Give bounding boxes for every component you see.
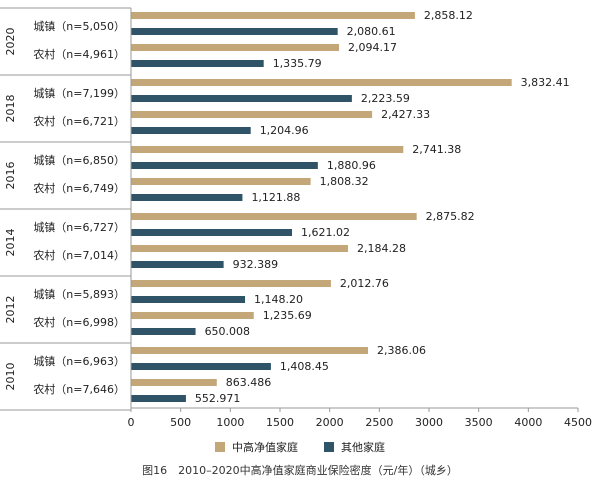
data-label: 2,427.33 — [381, 108, 430, 121]
data-label: 2,223.59 — [361, 92, 410, 105]
bar-high-net-worth — [131, 312, 254, 319]
data-label: 2,012.76 — [340, 277, 389, 290]
legend: 中高净值家庭 其他家庭 — [0, 439, 600, 455]
x-tick-label: 4500 — [564, 416, 592, 429]
legend-label-high-net-worth: 中高净值家庭 — [232, 441, 298, 454]
data-label: 1,808.32 — [320, 175, 369, 188]
data-label: 2,875.82 — [426, 210, 475, 223]
data-label: 3,832.41 — [521, 76, 570, 89]
legend-item-high-net-worth: 中高净值家庭 — [215, 439, 298, 455]
data-label: 2,094.17 — [348, 41, 397, 54]
row-label: 农村（n=7,646） — [33, 382, 125, 396]
data-label: 2,080.61 — [347, 25, 396, 38]
row-label: 城镇（n=5,050） — [33, 19, 125, 33]
bar-high-net-worth — [131, 79, 512, 86]
figure-caption: 图16 2010–2020中高净值家庭商业保险密度（元/年）（城乡） — [142, 464, 458, 477]
row-label: 农村（n=6,721） — [33, 114, 125, 128]
data-label: 932.389 — [233, 258, 279, 271]
data-label: 1,148.20 — [254, 293, 303, 306]
bar-high-net-worth — [131, 146, 404, 153]
data-label: 1,121.88 — [251, 191, 300, 204]
data-label: 650.008 — [205, 325, 251, 338]
row-label: 城镇（n=6,727） — [33, 220, 125, 234]
legend-item-other: 其他家庭 — [324, 439, 385, 455]
bar-high-net-worth — [131, 280, 331, 287]
data-label: 1,408.45 — [280, 360, 329, 373]
bar-other — [131, 229, 293, 236]
bar-other — [131, 127, 251, 134]
x-tick-label: 2000 — [316, 416, 344, 429]
x-tick-label: 500 — [170, 416, 191, 429]
year-label: 2018 — [4, 95, 17, 123]
data-label: 552.971 — [195, 392, 241, 405]
row-label: 农村（n=6,998） — [33, 315, 125, 329]
year-label: 2020 — [4, 28, 17, 56]
bar-other — [131, 95, 352, 102]
data-label: 863.486 — [226, 376, 272, 389]
legend-swatch-other — [324, 442, 334, 452]
legend-swatch-high-net-worth — [215, 442, 225, 452]
data-label: 2,741.38 — [412, 143, 461, 156]
bar-high-net-worth — [131, 178, 311, 185]
data-label: 1,235.69 — [263, 309, 312, 322]
bar-other — [131, 328, 196, 335]
row-label: 城镇（n=6,850） — [33, 153, 125, 167]
row-label: 城镇（n=6,963） — [33, 354, 125, 368]
legend-label-other: 其他家庭 — [341, 441, 385, 454]
x-tick-label: 1500 — [266, 416, 294, 429]
data-label: 2,184.28 — [357, 242, 406, 255]
data-label: 1,204.96 — [260, 124, 309, 137]
bar-high-net-worth — [131, 379, 217, 386]
year-label: 2012 — [4, 296, 17, 324]
x-tick-label: 3500 — [465, 416, 493, 429]
bar-high-net-worth — [131, 12, 415, 19]
bar-other — [131, 194, 243, 201]
bar-other — [131, 28, 338, 35]
bar-other — [131, 395, 186, 402]
row-label: 城镇（n=5,893） — [33, 287, 125, 301]
row-label: 农村（n=4,961） — [33, 47, 125, 61]
bar-high-net-worth — [131, 44, 340, 51]
row-label: 农村（n=6,749） — [33, 181, 125, 195]
data-label: 2,858.12 — [424, 9, 473, 22]
row-label: 农村（n=7,014） — [33, 248, 125, 262]
x-tick-label: 3000 — [415, 416, 443, 429]
year-label: 2016 — [4, 162, 17, 190]
bar-high-net-worth — [131, 111, 373, 118]
year-label: 2014 — [4, 229, 17, 257]
x-tick-label: 2500 — [365, 416, 393, 429]
bar-other — [131, 261, 224, 268]
data-label: 1,335.79 — [273, 57, 322, 70]
data-label: 2,386.06 — [377, 344, 426, 357]
bar-high-net-worth — [131, 245, 348, 252]
data-label: 1,880.96 — [327, 159, 376, 172]
x-tick-label: 1000 — [216, 416, 244, 429]
bar-other — [131, 60, 264, 67]
row-label: 城镇（n=7,199） — [33, 86, 125, 100]
bar-high-net-worth — [131, 213, 417, 220]
x-tick-label: 4000 — [514, 416, 542, 429]
bar-other — [131, 363, 271, 370]
bar-other — [131, 162, 318, 169]
bar-other — [131, 296, 246, 303]
data-label: 1,621.02 — [301, 226, 350, 239]
year-label: 2010 — [4, 363, 17, 391]
x-tick-label: 0 — [128, 416, 135, 429]
bar-high-net-worth — [131, 347, 369, 354]
